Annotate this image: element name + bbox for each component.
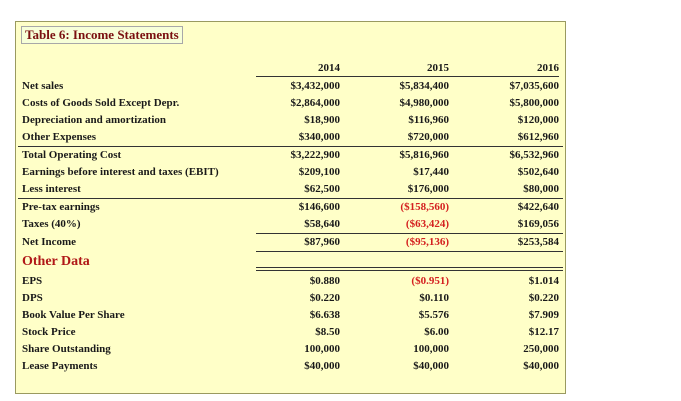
subtotal-rule [18, 146, 563, 147]
table-row: Share Outstanding 100,000 100,000 250,00… [22, 343, 559, 355]
table-title: Table 6: Income Statements [21, 26, 183, 44]
netincome-double-rule-top [256, 251, 563, 252]
other-data-rule-top [256, 267, 563, 268]
table-row: Stock Price $8.50 $6.00 $12.17 [22, 326, 559, 338]
table-row: Net Income $87,960 ($95,136) $253,584 [22, 236, 559, 248]
table-row: Other Expenses $340,000 $720,000 $612,96… [22, 131, 559, 143]
year-2015: 2015 [427, 62, 449, 74]
income-statement-panel: Table 6: Income Statements 2014 2015 201… [15, 21, 566, 394]
table-row: Lease Payments $40,000 $40,000 $40,000 [22, 360, 559, 372]
pretax-rule [18, 198, 563, 199]
table-row: EPS $0.880 ($0.951) $1.014 [22, 275, 559, 287]
header-rule [256, 76, 559, 77]
table-row: Pre-tax earnings $146,600 ($158,560) $42… [22, 201, 559, 213]
table-row: Depreciation and amortization $18,900 $1… [22, 114, 559, 126]
other-data-rule-bottom [256, 270, 563, 271]
table-row: DPS $0.220 $0.110 $0.220 [22, 292, 559, 304]
table-row: Taxes (40%) $58,640 ($63,424) $169,056 [22, 218, 559, 230]
year-header-row: 2014 2015 2016 [16, 60, 565, 77]
year-2016: 2016 [537, 62, 559, 74]
other-data-heading: Other Data [22, 254, 90, 269]
table-row: Earnings before interest and taxes (EBIT… [22, 166, 559, 178]
year-2014: 2014 [318, 62, 340, 74]
table-row: Less interest $62,500 $176,000 $80,000 [22, 183, 559, 195]
table-row: Net sales $3,432,000 $5,834,400 $7,035,6… [22, 80, 559, 92]
table-row: Costs of Goods Sold Except Depr. $2,864,… [22, 97, 559, 109]
table-row: Total Operating Cost $3,222,900 $5,816,9… [22, 149, 559, 161]
netincome-rule [256, 233, 563, 234]
table-row: Book Value Per Share $6.638 $5.576 $7.90… [22, 309, 559, 321]
